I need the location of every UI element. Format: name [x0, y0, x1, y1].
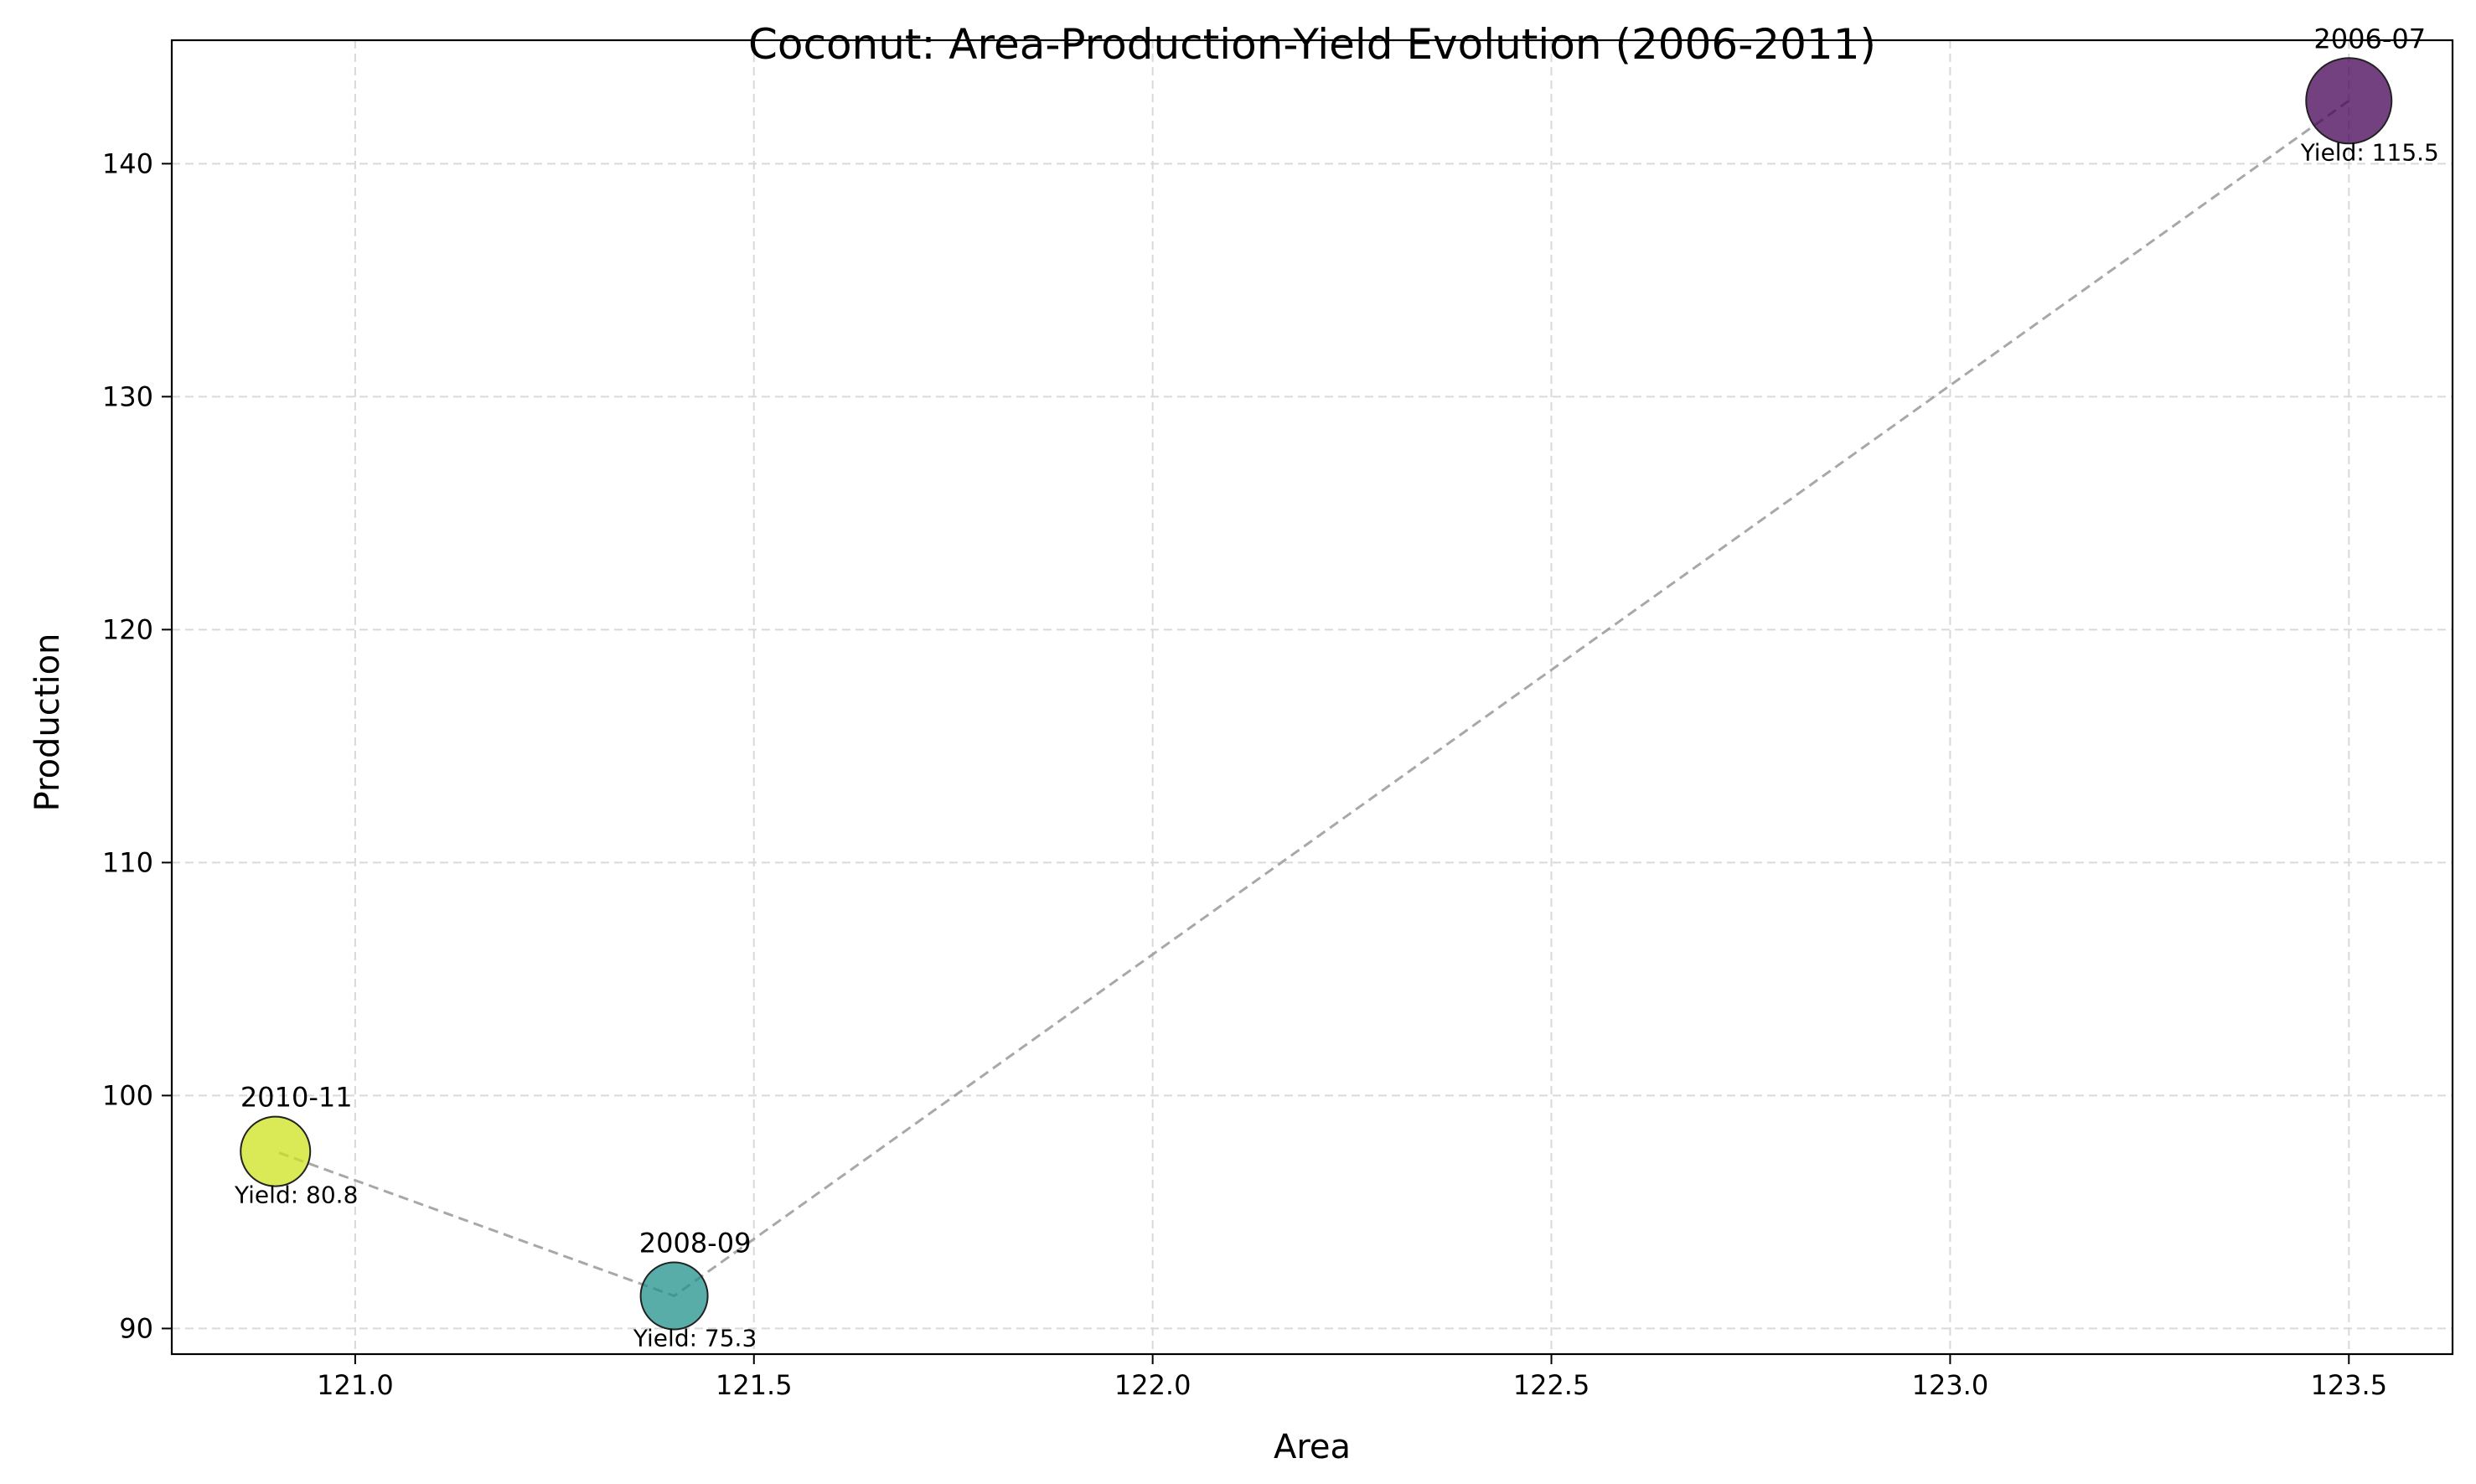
y-tick-label: 120 [102, 613, 153, 645]
y-axis-title: Production [28, 633, 67, 812]
plot-frame [170, 39, 2454, 1356]
point-yield-label: Yield: 75.3 [633, 1324, 757, 1352]
point-year-label: 2008-09 [639, 1227, 752, 1259]
data-point [240, 1115, 312, 1187]
x-tick-label: 122.5 [1513, 1369, 1590, 1401]
point-labels: 2006-07 Yield: 115.5 2008-09 Yield: 75.3 201… [234, 23, 2439, 1352]
point-year-label: 2006-07 [2313, 23, 2426, 54]
y-axis: 90 100 110 120 130 140 [102, 147, 172, 1344]
y-tick-label: 110 [102, 846, 153, 878]
y-tick-label: 140 [102, 147, 153, 179]
x-tick-label: 121.5 [716, 1369, 793, 1401]
chart-title: Coconut: Area-Production-Yield Evolution… [748, 20, 1876, 69]
x-tick-label: 122.0 [1114, 1369, 1191, 1401]
y-tick-label: 90 [119, 1312, 153, 1344]
data-point [639, 1261, 709, 1331]
x-axis: 121.0 121.5 122.0 122.5 123.0 123.5 [317, 1354, 2387, 1401]
data-points [240, 57, 2393, 1331]
grid [172, 40, 2453, 1354]
x-tick-label: 121.0 [317, 1369, 394, 1401]
x-tick-label: 123.0 [1912, 1369, 1989, 1401]
x-tick-label: 123.5 [2310, 1369, 2387, 1401]
point-year-label: 2010-11 [240, 1082, 353, 1114]
data-point [2305, 57, 2393, 145]
point-yield-label: Yield: 115.5 [2300, 138, 2439, 166]
y-tick-label: 100 [102, 1079, 153, 1111]
y-tick-label: 130 [102, 380, 153, 412]
point-yield-label: Yield: 80.8 [234, 1182, 358, 1209]
x-axis-title: Area [1274, 1428, 1351, 1466]
